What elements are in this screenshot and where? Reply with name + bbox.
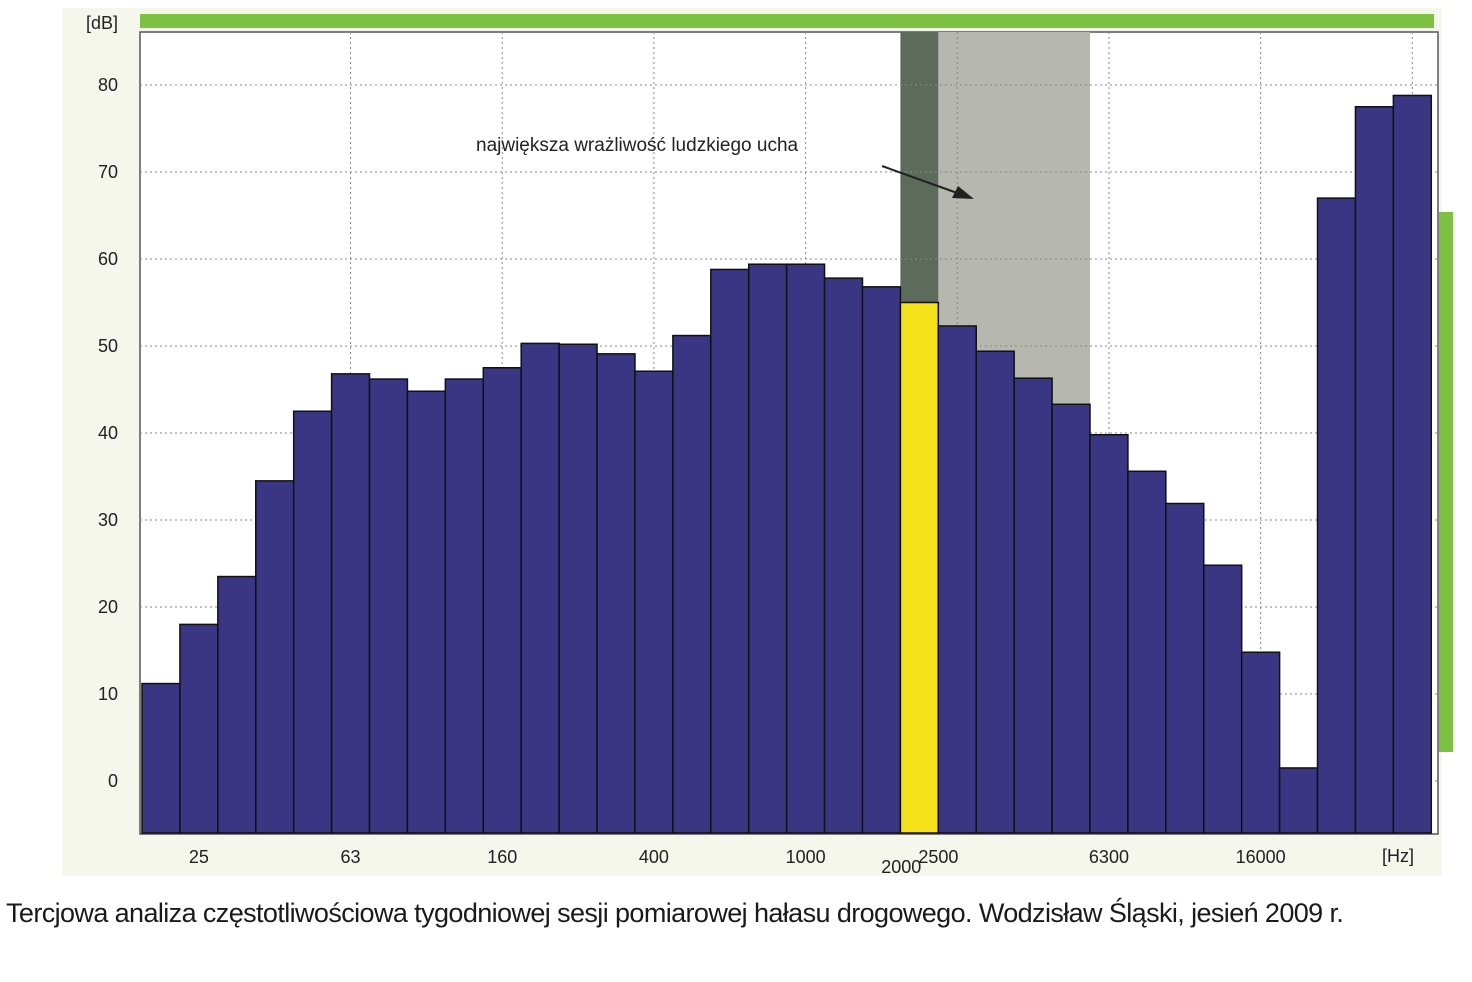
x-tick-label: 2000 [881, 857, 921, 877]
x-tick-label: 2500 [918, 847, 958, 867]
bar [596, 353, 636, 834]
y-tick-label: 80 [98, 75, 118, 95]
x-axis-label: [Hz] [1382, 846, 1414, 866]
bar [520, 342, 560, 834]
y-tick-label: 20 [98, 597, 118, 617]
bar [975, 350, 1015, 834]
x-tick-label: 160 [487, 847, 517, 867]
bar [1240, 651, 1281, 834]
bar [823, 277, 864, 834]
bar [937, 325, 977, 834]
bar [292, 410, 333, 834]
green-frame-right [1439, 212, 1453, 752]
bar [217, 575, 257, 834]
x-tick-label: 16000 [1236, 847, 1286, 867]
bar-highlight [899, 301, 940, 834]
x-tick-label: 1000 [786, 847, 826, 867]
bar [672, 334, 712, 834]
bar [1392, 94, 1433, 834]
bar [785, 263, 826, 834]
figure-caption: Tercjowa analiza częstotliwościowa tygod… [6, 898, 1344, 928]
x-tick-label: 63 [341, 847, 361, 867]
bar [482, 367, 522, 834]
y-tick-label: 40 [98, 423, 118, 443]
bar [1127, 470, 1167, 834]
y-tick-label: 60 [98, 249, 118, 269]
bar [179, 623, 219, 834]
bar [1089, 433, 1129, 834]
x-tick-label: 6300 [1089, 847, 1129, 867]
bar [1051, 403, 1091, 834]
bar [1165, 502, 1205, 834]
y-axis-label: [dB] [86, 13, 118, 33]
y-tick-label: 10 [98, 684, 118, 704]
bar [1316, 197, 1357, 834]
x-tick-label: 25 [189, 847, 209, 867]
bar [406, 390, 447, 834]
y-tick-label: 0 [108, 771, 118, 791]
bar [1278, 767, 1319, 834]
bar [1013, 377, 1053, 834]
bar [558, 343, 598, 834]
chart: [dB] 0 10 20 30 40 50 60 70 80 25 63 160 400 1000 20002… [62, 8, 1453, 877]
bar [444, 378, 485, 834]
annotation-arrow-line [881, 165, 961, 195]
bar [330, 373, 371, 834]
green-frame-top [140, 14, 1434, 28]
y-tick-label: 30 [98, 510, 118, 530]
bar [747, 263, 788, 834]
y-tick-label: 70 [98, 162, 118, 182]
bar [255, 480, 295, 834]
y-tick-label: 50 [98, 336, 118, 356]
bar [634, 370, 674, 834]
bar [368, 378, 409, 834]
annotation-arrowhead [952, 186, 974, 199]
bar [1354, 106, 1395, 834]
bar [710, 268, 750, 834]
annotation-text: największa wrażliwość ludzkiego ucha [476, 135, 799, 156]
bar [1203, 564, 1243, 834]
x-tick-label: 400 [639, 847, 669, 867]
bar [141, 682, 181, 834]
bar [861, 286, 902, 834]
